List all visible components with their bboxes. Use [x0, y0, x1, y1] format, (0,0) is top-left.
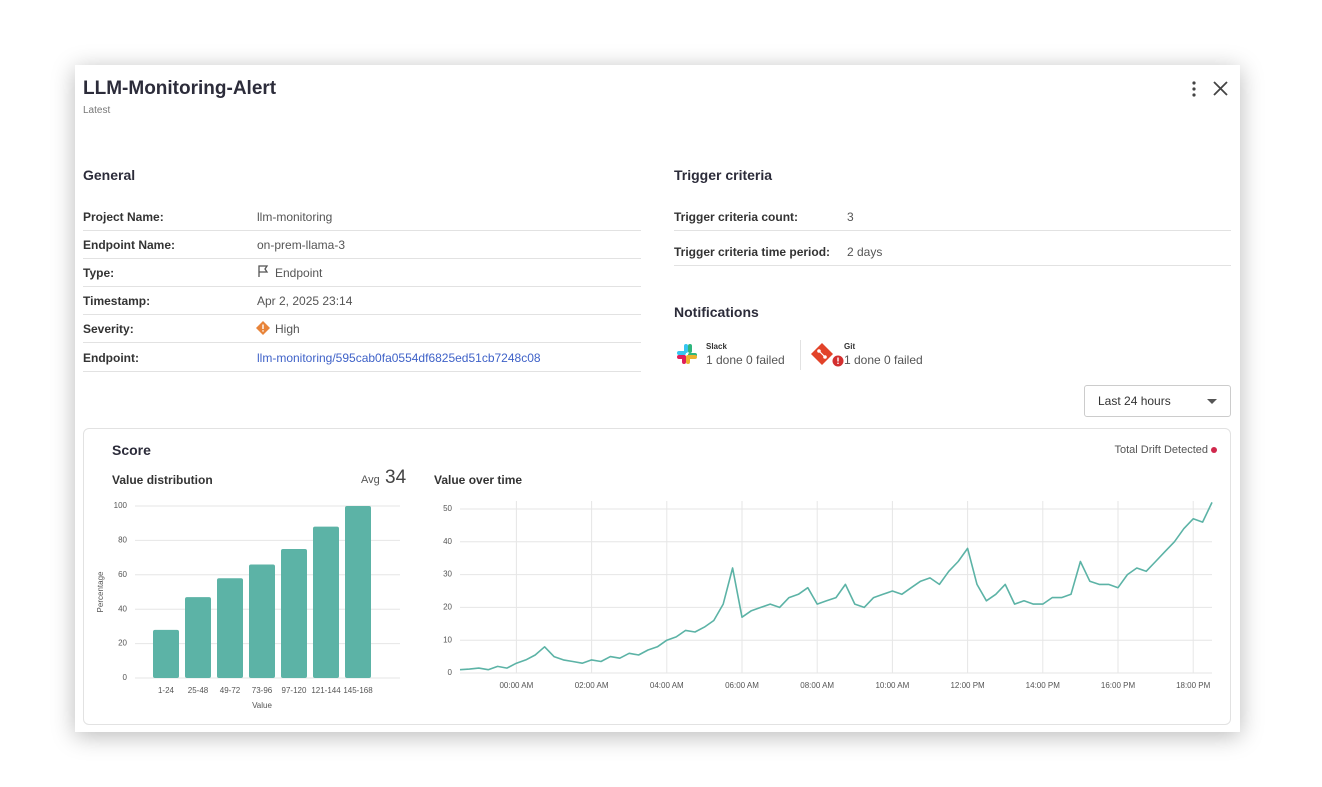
row-divider — [83, 258, 641, 259]
flag-icon — [258, 265, 269, 277]
bar — [217, 578, 243, 678]
y-tick-label: 10 — [443, 635, 452, 644]
avg-value: 34 — [385, 467, 407, 488]
x-tick-label: 25-48 — [188, 686, 209, 695]
row-value: High — [275, 322, 300, 336]
row-divider — [83, 342, 641, 343]
time-range-value: Last 24 hours — [1098, 394, 1171, 408]
divider — [800, 340, 801, 370]
general-heading: General — [83, 167, 136, 183]
row-label: Timestamp: — [83, 294, 151, 308]
y-tick-label: 60 — [118, 570, 127, 579]
x-tick-label: 10:00 AM — [875, 681, 909, 690]
trigger-heading: Trigger criteria — [674, 167, 773, 183]
bar — [153, 629, 179, 678]
slack-label: Slack — [706, 342, 727, 351]
row-value: Endpoint — [275, 266, 323, 280]
notifications-heading: Notifications — [674, 304, 759, 320]
y-axis-label: Percentage — [96, 571, 105, 612]
x-tick-label: 18:00 PM — [1176, 681, 1211, 690]
x-tick-label: 97-120 — [282, 686, 307, 695]
header-actions[interactable] — [1188, 80, 1234, 98]
alert-title: LLM-Monitoring-Alert — [83, 78, 277, 99]
row-value: 2 days — [847, 245, 883, 259]
y-tick-label: 40 — [443, 537, 452, 546]
x-tick-label: 14:00 PM — [1026, 681, 1061, 690]
bar — [313, 526, 339, 678]
line-chart-title: Value over time — [434, 473, 523, 487]
git-label: Git — [844, 342, 856, 351]
row-label: Trigger criteria count: — [674, 210, 799, 224]
drift-dot — [1211, 447, 1217, 453]
bar — [185, 597, 211, 678]
y-tick-label: 40 — [118, 604, 127, 613]
x-tick-label: 73-96 — [252, 686, 273, 695]
alert-subtitle: Latest — [83, 105, 111, 116]
time-range-select[interactable] — [1084, 385, 1231, 417]
dropdown-caret — [1207, 399, 1217, 404]
row-divider — [674, 230, 1231, 231]
score-panel — [83, 428, 1231, 725]
row-label: Endpoint Name: — [83, 238, 175, 252]
git-done: 1 done — [844, 353, 881, 367]
x-tick-label: 08:00 AM — [800, 681, 834, 690]
slack-failed: 0 failed — [746, 353, 785, 367]
row-divider — [83, 286, 641, 287]
x-tick-label: 12:00 PM — [950, 681, 985, 690]
x-tick-label: 04:00 AM — [650, 681, 684, 690]
drift-label: Total Drift Detected — [1114, 444, 1208, 456]
slack-icon — [677, 344, 697, 364]
row-divider — [83, 230, 641, 231]
row-label: Endpoint: — [83, 351, 139, 365]
git-failed: 0 failed — [884, 353, 923, 367]
x-tick-label: 06:00 AM — [725, 681, 759, 690]
y-tick-label: 80 — [118, 536, 127, 545]
x-tick-label: 00:00 AM — [499, 681, 533, 690]
row-label: Trigger criteria time period: — [674, 245, 831, 259]
row-value[interactable]: llm-monitoring/595cab0fa0554df6825ed51cb… — [257, 351, 541, 365]
y-tick-label: 100 — [114, 501, 128, 510]
bar-chart-title: Value distribution — [112, 473, 213, 487]
row-value: llm-monitoring — [257, 210, 333, 224]
line-series — [459, 502, 1213, 671]
y-tick-label: 20 — [443, 603, 452, 612]
row-label: Severity: — [83, 322, 134, 336]
y-tick-label: 0 — [448, 668, 453, 677]
row-value: on-prem-llama-3 — [257, 238, 346, 252]
y-tick-label: 0 — [123, 673, 128, 682]
slack-done: 1 done — [706, 353, 743, 367]
row-divider — [674, 265, 1231, 266]
severity-icon — [256, 321, 270, 335]
row-label: Type: — [83, 266, 115, 280]
x-tick-label: 16:00 PM — [1101, 681, 1136, 690]
row-divider — [83, 371, 641, 372]
row-label: Project Name: — [83, 210, 164, 224]
x-tick-label: 1-24 — [158, 686, 175, 695]
score-title: Score — [112, 442, 151, 458]
x-tick-label: 121-144 — [311, 686, 341, 695]
row-divider — [83, 314, 641, 315]
x-axis-label: Value — [252, 701, 272, 710]
avg-label: Avg — [361, 474, 380, 486]
row-value: Apr 2, 2025 23:14 — [257, 294, 353, 308]
row-value: 3 — [847, 210, 854, 224]
y-tick-label: 20 — [118, 639, 127, 648]
git-icon — [811, 343, 844, 367]
y-tick-label: 30 — [443, 570, 452, 579]
y-tick-label: 50 — [443, 504, 452, 513]
x-tick-label: 02:00 AM — [575, 681, 609, 690]
x-tick-label: 49-72 — [220, 686, 241, 695]
x-tick-label: 145-168 — [343, 686, 373, 695]
bar — [249, 564, 275, 678]
bar — [281, 549, 307, 678]
bar — [345, 506, 371, 678]
